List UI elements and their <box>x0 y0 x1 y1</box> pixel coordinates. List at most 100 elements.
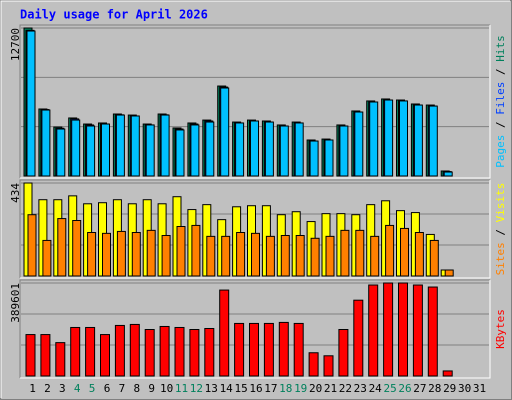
plot-bevel <box>20 280 491 379</box>
bar <box>27 214 37 277</box>
chart-title: Daily usage for April 2026 <box>20 8 208 22</box>
bar <box>414 232 424 277</box>
legend-entry: Files <box>494 82 507 115</box>
x-tick-label: 7 <box>119 382 126 395</box>
y-tick-label: 434 <box>9 183 22 203</box>
plot-bevel <box>19 179 490 278</box>
x-tick-label: 6 <box>104 382 111 395</box>
plot-bevel <box>20 25 491 179</box>
plot-bevel <box>19 279 490 378</box>
bar <box>370 235 380 277</box>
bar <box>130 115 140 177</box>
legend: KBytes <box>494 309 507 349</box>
bar <box>219 289 230 377</box>
bar <box>309 140 319 177</box>
bar <box>280 235 290 277</box>
y-tick-label: 389601 <box>9 283 22 323</box>
legend-separator: / <box>494 222 507 242</box>
x-tick-label: 15 <box>234 382 247 395</box>
bar <box>205 121 215 177</box>
bar <box>25 334 36 377</box>
x-tick-label: 19 <box>294 382 307 395</box>
legend: Sites / Visits <box>494 183 507 276</box>
legend-entry: Pages <box>494 135 507 168</box>
legend: Pages / Files / Hits <box>494 35 507 168</box>
bar <box>265 235 275 277</box>
bar <box>57 218 67 277</box>
bar <box>340 229 350 277</box>
bar <box>114 324 125 377</box>
bar <box>220 87 230 177</box>
bar <box>325 235 335 277</box>
bar <box>354 111 364 177</box>
x-tick-label: 13 <box>205 382 218 395</box>
x-tick-label: 25 <box>383 382 396 395</box>
x-tick-label: 23 <box>354 382 367 395</box>
x-tick-label: 28 <box>428 382 441 395</box>
x-tick-label: 29 <box>443 382 456 395</box>
bar <box>174 326 185 377</box>
bar <box>323 355 334 377</box>
bar <box>85 326 96 377</box>
x-tick-label: 9 <box>148 382 155 395</box>
bar <box>442 370 453 377</box>
legend-entry: Visits <box>494 183 507 223</box>
x-tick-label: 26 <box>398 382 411 395</box>
bar <box>308 352 319 377</box>
bar <box>429 239 439 277</box>
x-tick-label: 24 <box>369 382 383 395</box>
bar <box>221 235 231 277</box>
bar <box>383 282 394 377</box>
bar <box>72 220 82 277</box>
bar <box>41 109 51 177</box>
x-tick-label: 14 <box>220 382 234 395</box>
x-tick-label: 27 <box>413 382 426 395</box>
plot-bevel <box>20 180 491 279</box>
bar <box>427 286 438 377</box>
bar <box>355 229 365 277</box>
bar <box>160 114 170 177</box>
bar <box>159 325 170 377</box>
bar <box>161 235 171 277</box>
y-tick-label: 12700 <box>9 28 22 61</box>
x-tick-label: 22 <box>339 382 352 395</box>
bar <box>338 329 349 377</box>
bar <box>191 224 201 277</box>
bar <box>339 125 349 177</box>
x-tick-label: 10 <box>160 382 173 395</box>
bar <box>40 334 51 377</box>
bar <box>100 334 110 377</box>
plot-bevel <box>19 24 490 178</box>
bar <box>102 232 111 277</box>
bar <box>324 139 334 177</box>
legend-separator: / <box>494 115 507 135</box>
bar <box>145 124 155 177</box>
x-tick-label: 4 <box>74 382 81 395</box>
x-tick-label: 1 <box>29 382 36 395</box>
bar <box>190 124 200 177</box>
x-tick-label: 17 <box>264 382 277 395</box>
bar <box>293 322 304 377</box>
bar <box>146 229 156 277</box>
bar <box>26 30 36 177</box>
bar <box>443 171 453 177</box>
bar <box>70 326 81 377</box>
bar <box>175 129 185 177</box>
x-tick-label: 11 <box>175 382 188 395</box>
x-tick-label: 12 <box>190 382 203 395</box>
legend-entry: Hits <box>494 35 507 62</box>
bar <box>279 125 289 177</box>
bar <box>250 120 259 177</box>
bar <box>144 329 155 377</box>
bar <box>368 284 379 377</box>
bar <box>399 100 408 177</box>
bar <box>115 114 125 177</box>
x-tick-label: 18 <box>279 382 292 395</box>
x-tick-label: 3 <box>59 382 66 395</box>
bar <box>87 232 97 277</box>
legend-separator: / <box>494 62 507 82</box>
bar <box>428 105 438 177</box>
bar <box>55 342 66 377</box>
